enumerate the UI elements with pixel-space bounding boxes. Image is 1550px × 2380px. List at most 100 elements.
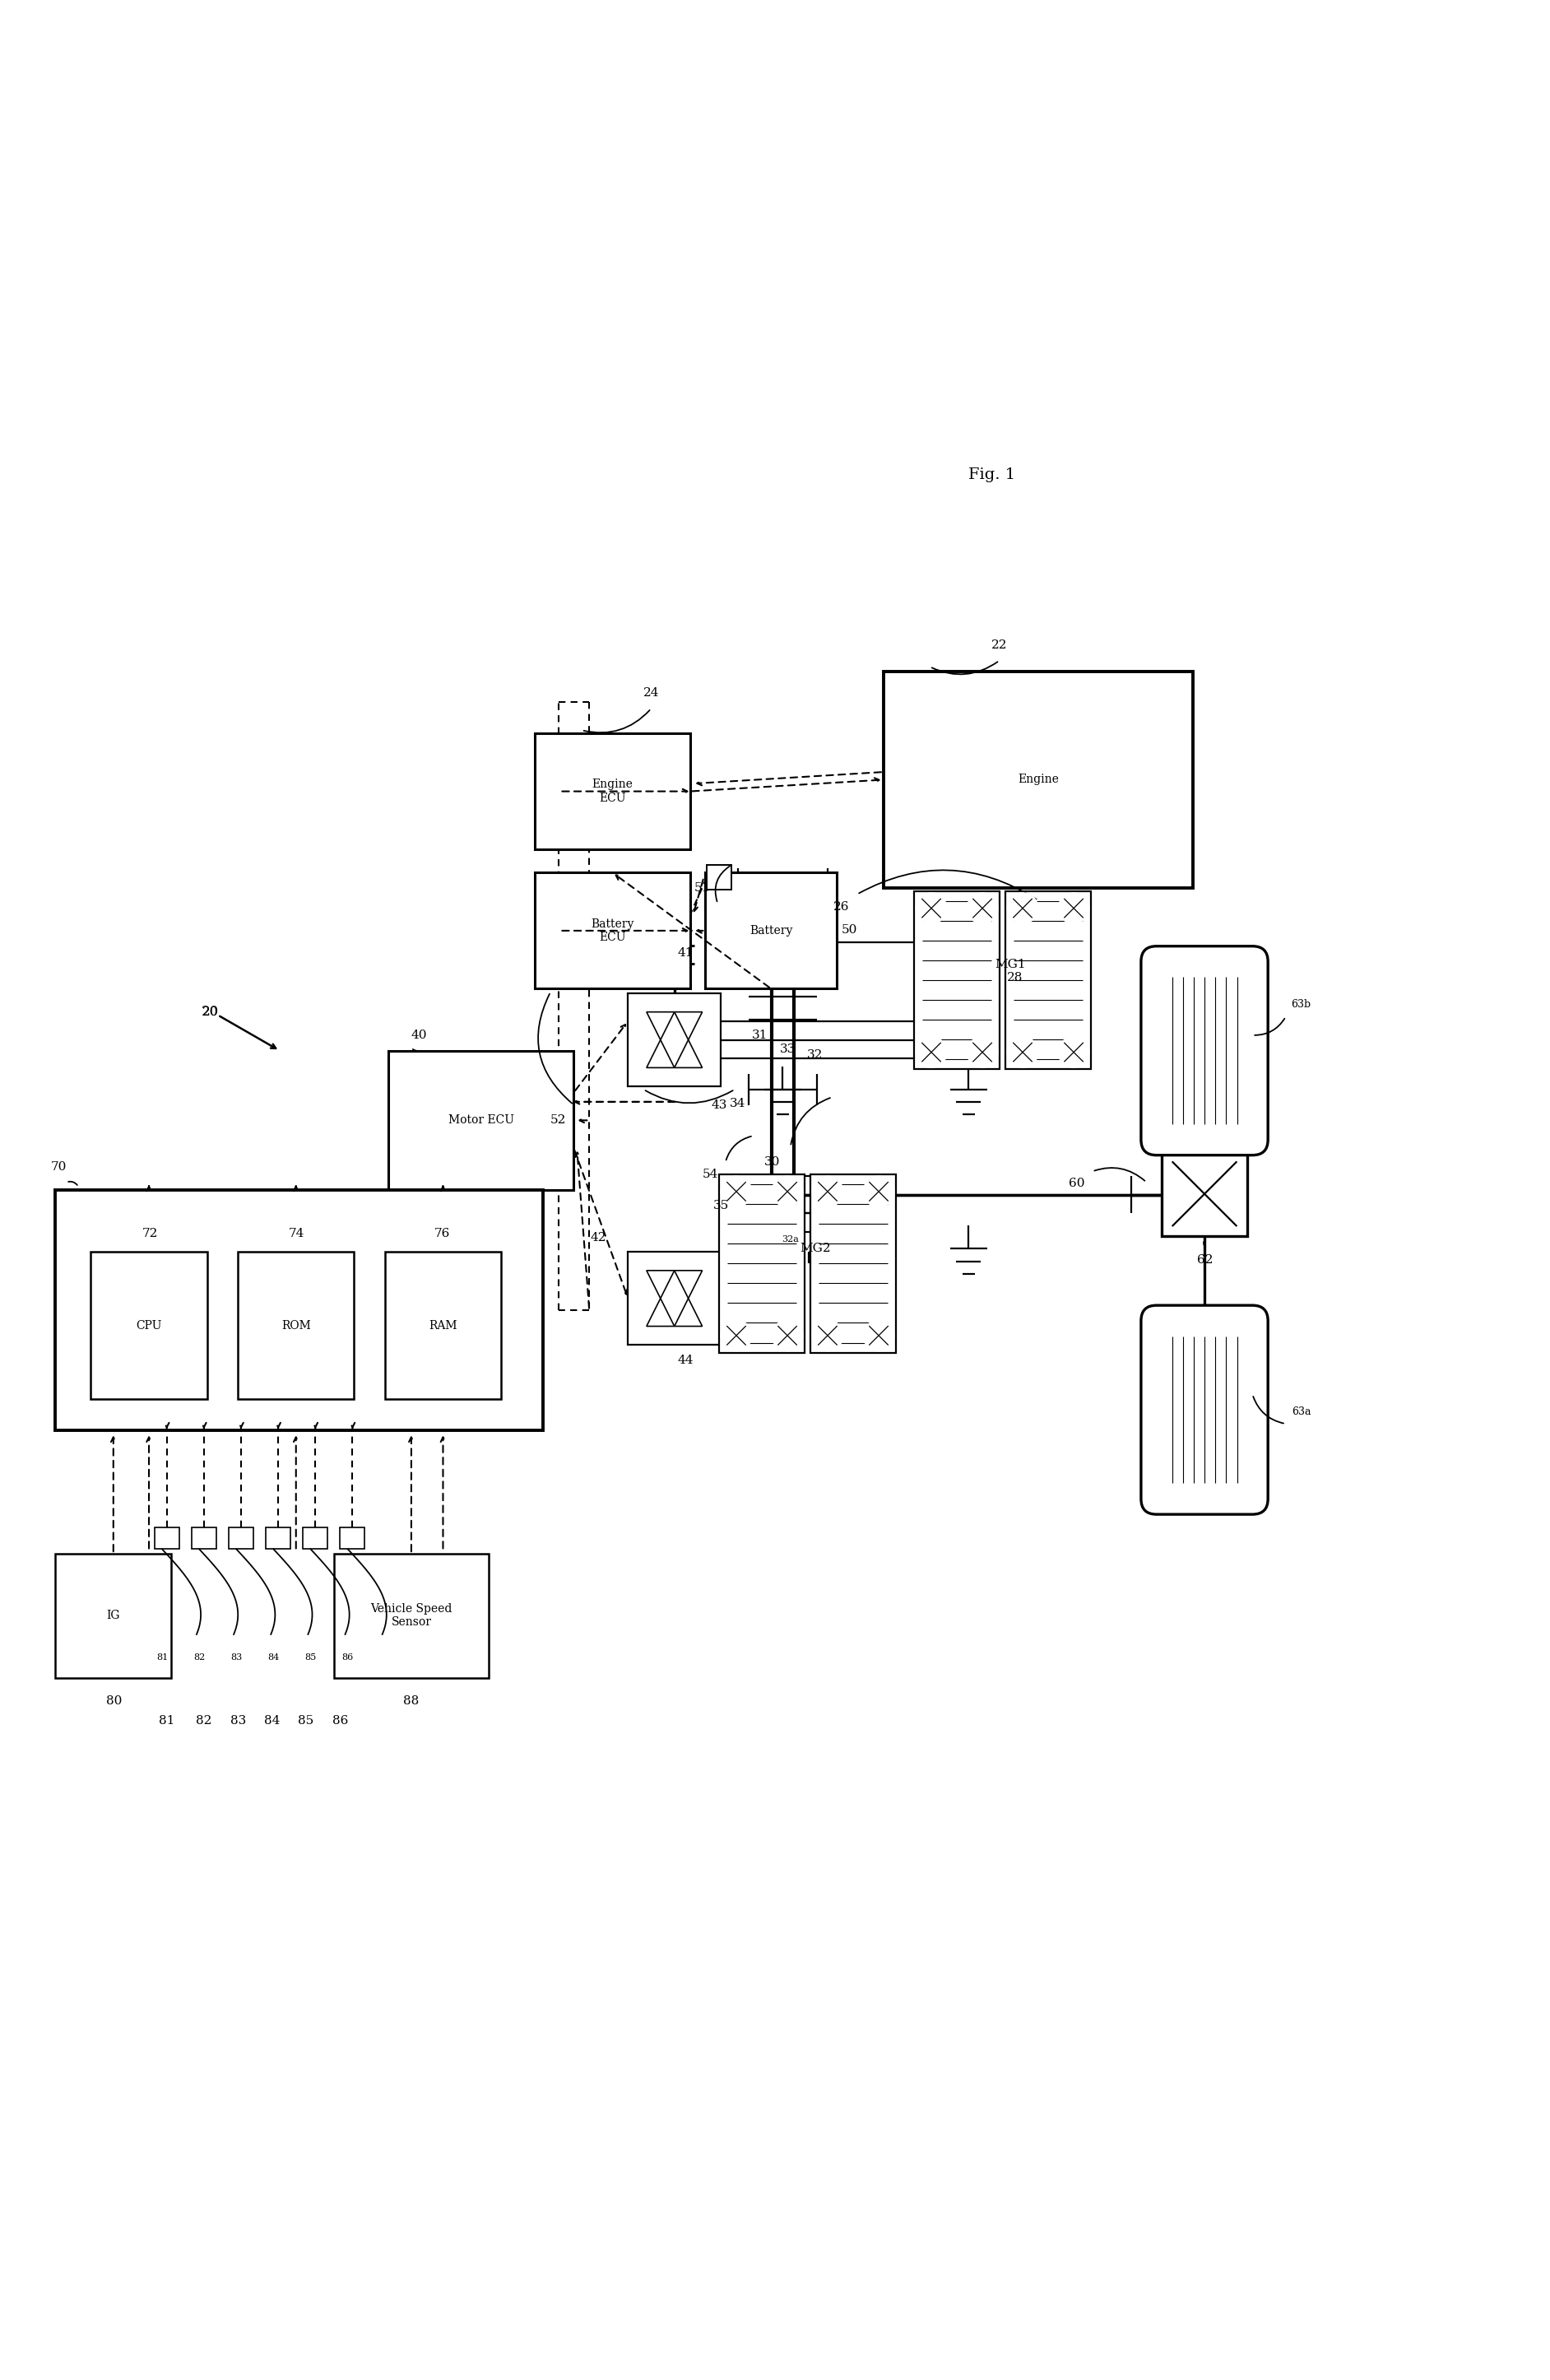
Text: 44: 44 <box>677 1354 693 1366</box>
Bar <box>192 1528 217 1549</box>
Bar <box>56 1554 172 1678</box>
Bar <box>339 1528 364 1549</box>
Bar <box>811 1173 896 1352</box>
Text: 83: 83 <box>231 1654 242 1661</box>
Bar <box>535 733 690 850</box>
Bar <box>884 671 1194 888</box>
Text: Vehicle Speed
Sensor: Vehicle Speed Sensor <box>370 1604 453 1628</box>
Text: MG2: MG2 <box>800 1242 831 1254</box>
Text: 62: 62 <box>1197 1254 1214 1266</box>
Text: 83: 83 <box>229 1716 246 1728</box>
Text: 20: 20 <box>202 1004 219 1019</box>
Circle shape <box>863 1321 894 1352</box>
Bar <box>535 873 690 988</box>
Circle shape <box>812 1176 843 1207</box>
Text: 33: 33 <box>780 1042 795 1054</box>
Bar <box>628 1252 721 1345</box>
Bar <box>56 1190 542 1430</box>
Bar <box>705 873 837 988</box>
Text: 54: 54 <box>702 1169 718 1180</box>
Text: 31: 31 <box>752 1031 767 1040</box>
Circle shape <box>1059 1038 1090 1069</box>
Text: 86: 86 <box>343 1654 353 1661</box>
Circle shape <box>863 1176 894 1207</box>
Circle shape <box>721 1321 752 1352</box>
Text: 43: 43 <box>711 1100 727 1111</box>
Text: 81: 81 <box>158 1716 175 1728</box>
Text: 32: 32 <box>808 1050 823 1061</box>
Circle shape <box>772 1321 803 1352</box>
Text: 72: 72 <box>141 1228 158 1240</box>
Bar <box>628 992 721 1085</box>
Text: 30: 30 <box>764 1157 780 1169</box>
Circle shape <box>916 1038 947 1069</box>
Text: RAM: RAM <box>429 1319 457 1330</box>
Text: 70: 70 <box>51 1161 67 1173</box>
Text: 63b: 63b <box>1291 1000 1311 1009</box>
Text: 24: 24 <box>643 688 659 700</box>
Text: 40: 40 <box>411 1031 428 1040</box>
FancyBboxPatch shape <box>1141 947 1268 1154</box>
Text: Engine
ECU: Engine ECU <box>592 778 632 804</box>
Text: 22: 22 <box>992 640 1008 650</box>
Bar <box>914 890 1000 1069</box>
Text: CPU: CPU <box>136 1319 161 1330</box>
Bar <box>302 1528 327 1549</box>
Circle shape <box>967 892 998 923</box>
Text: ROM: ROM <box>281 1319 310 1330</box>
Circle shape <box>1008 892 1039 923</box>
Text: 63a: 63a <box>1291 1407 1311 1416</box>
Bar <box>719 1173 804 1352</box>
Text: Motor ECU: Motor ECU <box>448 1114 515 1126</box>
Circle shape <box>812 1321 843 1352</box>
Text: 28: 28 <box>1008 971 1023 983</box>
Text: MG1: MG1 <box>995 959 1026 971</box>
Bar <box>388 1050 574 1190</box>
Text: 86: 86 <box>332 1716 349 1728</box>
Text: 34: 34 <box>730 1097 746 1109</box>
Text: 82: 82 <box>194 1654 205 1661</box>
Text: 84: 84 <box>264 1716 281 1728</box>
Text: 85: 85 <box>298 1716 315 1728</box>
Text: Battery
ECU: Battery ECU <box>591 919 634 942</box>
Text: Engine: Engine <box>1018 774 1059 785</box>
Bar <box>333 1554 488 1678</box>
Text: 32a: 32a <box>781 1235 800 1245</box>
Text: 82: 82 <box>195 1716 212 1728</box>
Text: 76: 76 <box>434 1228 450 1240</box>
Bar <box>707 864 732 890</box>
Text: 41: 41 <box>677 947 693 959</box>
Circle shape <box>1008 1038 1039 1069</box>
Text: 88: 88 <box>403 1695 419 1706</box>
Text: 52: 52 <box>550 1114 566 1126</box>
Bar <box>229 1528 253 1549</box>
Text: Battery: Battery <box>750 926 792 935</box>
Bar <box>384 1252 501 1399</box>
Text: 84: 84 <box>268 1654 279 1661</box>
Text: 20: 20 <box>202 1007 219 1019</box>
Bar <box>155 1528 180 1549</box>
Text: 35: 35 <box>713 1200 728 1211</box>
Bar <box>91 1252 208 1399</box>
Text: 60: 60 <box>1070 1178 1085 1190</box>
Text: 42: 42 <box>591 1233 606 1245</box>
Bar <box>265 1528 290 1549</box>
FancyBboxPatch shape <box>1141 1304 1268 1514</box>
Text: 80: 80 <box>105 1695 122 1706</box>
Circle shape <box>916 892 947 923</box>
Circle shape <box>967 1038 998 1069</box>
Text: 50: 50 <box>842 923 857 935</box>
Circle shape <box>721 1176 752 1207</box>
Text: 51: 51 <box>694 883 710 895</box>
Text: 74: 74 <box>288 1228 305 1240</box>
Text: IG: IG <box>107 1609 121 1621</box>
Bar <box>1006 890 1091 1069</box>
Text: Fig. 1: Fig. 1 <box>969 466 1015 483</box>
Circle shape <box>1059 892 1090 923</box>
Text: 81: 81 <box>157 1654 167 1661</box>
Bar <box>239 1252 353 1399</box>
Text: 85: 85 <box>305 1654 316 1661</box>
Text: 26: 26 <box>834 902 849 912</box>
Bar <box>1162 1152 1248 1238</box>
Circle shape <box>772 1176 803 1207</box>
